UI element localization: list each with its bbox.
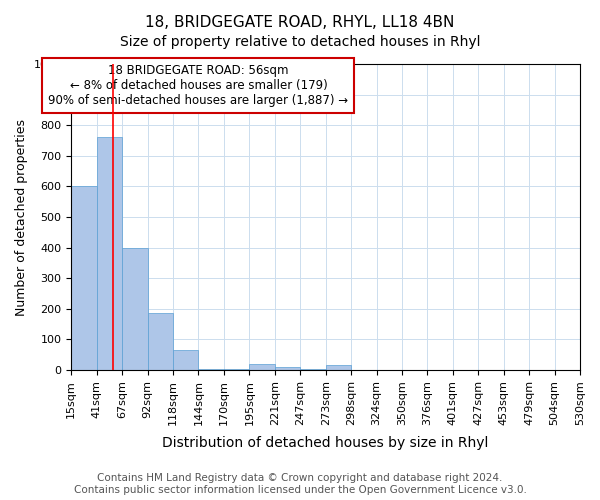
Bar xyxy=(199,368,224,370)
Bar xyxy=(250,364,275,370)
Bar xyxy=(275,367,300,370)
Text: Size of property relative to detached houses in Rhyl: Size of property relative to detached ho… xyxy=(120,35,480,49)
Bar xyxy=(71,186,97,370)
Bar xyxy=(148,314,173,370)
X-axis label: Distribution of detached houses by size in Rhyl: Distribution of detached houses by size … xyxy=(163,436,489,450)
Text: 18, BRIDGEGATE ROAD, RHYL, LL18 4BN: 18, BRIDGEGATE ROAD, RHYL, LL18 4BN xyxy=(145,15,455,30)
Bar xyxy=(173,350,199,370)
Y-axis label: Number of detached properties: Number of detached properties xyxy=(15,118,28,316)
Text: Contains HM Land Registry data © Crown copyright and database right 2024.
Contai: Contains HM Land Registry data © Crown c… xyxy=(74,474,526,495)
Bar xyxy=(122,248,148,370)
Text: 18 BRIDGEGATE ROAD: 56sqm
← 8% of detached houses are smaller (179)
90% of semi-: 18 BRIDGEGATE ROAD: 56sqm ← 8% of detach… xyxy=(49,64,349,107)
Bar xyxy=(300,368,326,370)
Bar xyxy=(224,368,250,370)
Bar xyxy=(326,366,351,370)
Bar xyxy=(97,138,122,370)
